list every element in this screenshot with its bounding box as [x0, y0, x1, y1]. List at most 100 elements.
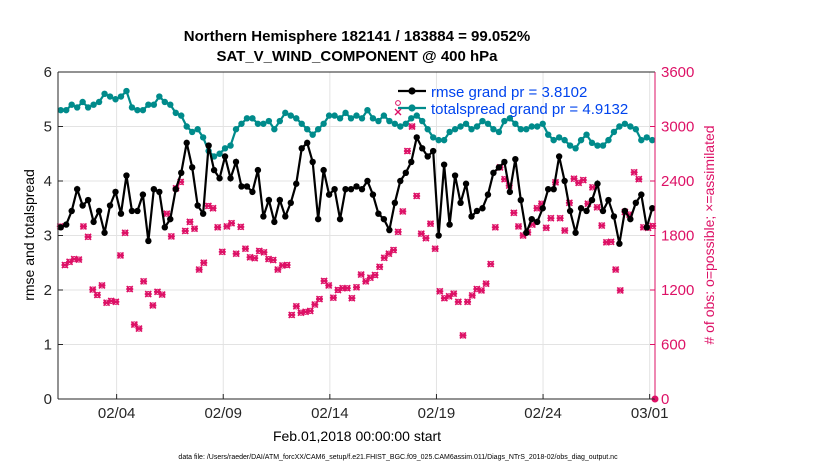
- obs-point: [195, 265, 203, 274]
- series-rmse-point: [199, 210, 207, 217]
- series-totalspread-point: [462, 120, 470, 127]
- series-totalspread-point: [232, 126, 240, 133]
- obs-point: [93, 291, 101, 299]
- y-left-tick-label: 6: [44, 64, 52, 81]
- series-rmse-point: [117, 210, 125, 217]
- legend-totalspread-label: totalspread grand pr = 4.9132: [431, 101, 628, 118]
- obs-point: [283, 261, 291, 269]
- series-totalspread-point: [627, 123, 634, 130]
- series-rmse-point: [534, 218, 541, 226]
- series-rmse-point: [643, 224, 650, 231]
- series-totalspread-point: [457, 123, 464, 130]
- series-totalspread: [57, 87, 656, 160]
- series-totalspread-point: [117, 93, 125, 100]
- legend-obs-marker: [395, 100, 401, 106]
- obs-point: [491, 223, 499, 231]
- series-rmse-point: [320, 166, 327, 174]
- obs-point: [477, 286, 486, 295]
- series-rmse-point: [435, 232, 442, 239]
- series-totalspread-point: [621, 120, 629, 127]
- series-rmse-point: [528, 215, 535, 223]
- obs-point: [547, 214, 555, 222]
- series-totalspread-point: [325, 112, 333, 119]
- series-totalspread-point: [68, 101, 75, 108]
- series-totalspread-point: [468, 126, 475, 133]
- series-rmse-point: [336, 215, 344, 223]
- series-rmse-point: [84, 196, 92, 204]
- series-totalspread-point: [265, 117, 273, 125]
- obs-point: [214, 223, 222, 231]
- series-rmse-point: [353, 183, 360, 190]
- series-rmse-point: [79, 202, 86, 209]
- obs-point: [464, 298, 472, 306]
- series-totalspread-point: [572, 145, 579, 152]
- series-rmse-point: [106, 202, 114, 209]
- series-totalspread-point: [161, 98, 169, 106]
- series-rmse-point: [128, 207, 136, 215]
- series-totalspread-point: [605, 136, 612, 144]
- series-rmse-point: [605, 196, 612, 204]
- series-rmse-point: [210, 166, 218, 174]
- x-tick-label: 02/24: [524, 405, 562, 422]
- series-totalspread-point: [643, 134, 650, 141]
- series-totalspread-point: [594, 142, 601, 149]
- series-totalspread-point: [90, 101, 97, 108]
- series-rmse-point: [490, 169, 497, 177]
- series-totalspread-point: [358, 115, 366, 122]
- series-totalspread-point: [227, 142, 234, 149]
- series-rmse-point: [391, 199, 399, 206]
- obs-point: [209, 204, 217, 212]
- series-totalspread-point: [544, 131, 552, 138]
- series-totalspread-point: [424, 126, 431, 133]
- obs-point: [348, 294, 356, 302]
- series-totalspread-point: [484, 120, 492, 127]
- series-rmse-point: [555, 153, 563, 160]
- y-right-tick-label: 1800: [661, 228, 694, 245]
- series-rmse-point: [260, 213, 267, 220]
- series-rmse-point: [221, 153, 229, 160]
- obs-point: [389, 246, 398, 254]
- obs-point: [593, 203, 601, 211]
- series-rmse-point: [402, 169, 409, 177]
- series-rmse-point: [309, 158, 316, 166]
- series-rmse-point: [265, 196, 273, 204]
- obs-point: [112, 298, 120, 306]
- series-rmse-point: [358, 185, 366, 193]
- series-totalspread-point: [517, 126, 525, 133]
- series-totalspread-point: [599, 142, 607, 149]
- obs-point: [181, 227, 189, 235]
- obs-point: [186, 218, 194, 226]
- series-rmse-point: [484, 191, 492, 198]
- series-totalspread-point: [194, 126, 201, 133]
- series-totalspread-point: [380, 112, 388, 119]
- obs-point: [158, 290, 166, 299]
- series-totalspread-point: [188, 128, 196, 136]
- series-rmse-point: [325, 191, 333, 198]
- y-right-tick-label: 1200: [661, 282, 694, 299]
- y-right-tick-label: 600: [661, 337, 686, 354]
- obs-point: [468, 291, 476, 300]
- axes: 0 1 2 3 4 5 6 0 600 1200 1800 2400 3000 3600 02/04 02/0…: [44, 64, 695, 422]
- series-rmse-point: [254, 166, 262, 174]
- series-rmse-point: [156, 188, 163, 196]
- series-rmse-point: [550, 185, 557, 193]
- series-totalspread-point: [408, 115, 415, 122]
- obs-point: [227, 219, 236, 227]
- chart-title-line1: Northern Hemisphere 182141 / 183884 = 99…: [184, 28, 530, 45]
- series-totalspread-point: [243, 115, 251, 122]
- series-totalspread-point: [550, 136, 557, 144]
- series-rmse-point: [68, 207, 75, 215]
- series-totalspread-point: [402, 120, 409, 127]
- obs-point: [343, 284, 351, 292]
- series-totalspread-point: [95, 98, 103, 106]
- obs-point: [579, 176, 587, 184]
- series-rmse-point: [473, 207, 481, 215]
- series-totalspread-point: [501, 117, 508, 125]
- series-totalspread-point: [199, 134, 207, 141]
- series-totalspread-point: [123, 87, 130, 95]
- series-totalspread-point: [254, 120, 262, 127]
- series-rmse: [57, 134, 656, 247]
- obs-point: [200, 259, 208, 267]
- series-rmse-point: [594, 180, 601, 187]
- obs-point: [426, 220, 435, 228]
